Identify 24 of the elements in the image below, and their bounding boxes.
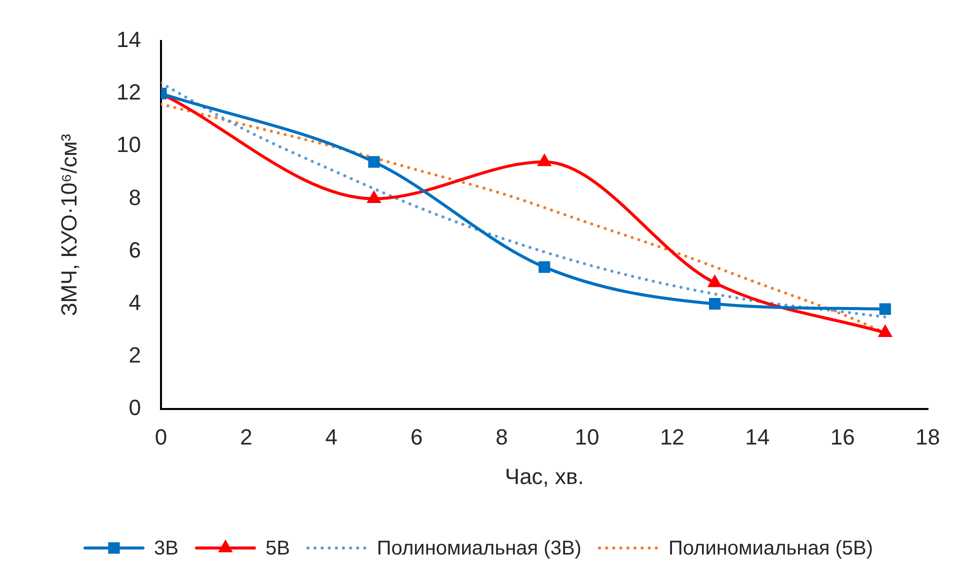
x-tick-label: 6 xyxy=(410,424,423,450)
x-tick-label: 16 xyxy=(830,424,855,450)
y-tick-label: 0 xyxy=(128,395,141,420)
y-axis-title: ЗМЧ, КУО·10⁶/см³ xyxy=(56,134,82,316)
x-tick-label: 0 xyxy=(154,424,168,450)
y-tick-label: 10 xyxy=(116,132,141,158)
y-tick-label: 8 xyxy=(128,184,141,210)
x-axis-title: Час, хв. xyxy=(504,464,584,489)
x-tick-label: 10 xyxy=(574,424,600,450)
x-tick-label: 4 xyxy=(325,424,338,450)
y-tick-label: 14 xyxy=(116,27,141,52)
x-tick-label: 12 xyxy=(660,424,684,450)
x-tick-label: 18 xyxy=(916,424,940,450)
y-tick-label: 6 xyxy=(128,237,141,262)
legend-label: Полиномиальная (3В) xyxy=(376,538,582,560)
x-tick-label: 2 xyxy=(240,424,252,450)
x-tick-label: 8 xyxy=(496,424,508,450)
y-tick-label: 12 xyxy=(116,80,141,105)
legend-label: Полиномиальная (5В) xyxy=(668,538,874,560)
y-tick-label: 2 xyxy=(128,342,141,368)
x-tick-label: 14 xyxy=(745,424,770,450)
legend-label: 5В xyxy=(265,538,290,560)
y-tick-label: 4 xyxy=(128,290,141,315)
legend-label: 3В xyxy=(154,538,178,560)
